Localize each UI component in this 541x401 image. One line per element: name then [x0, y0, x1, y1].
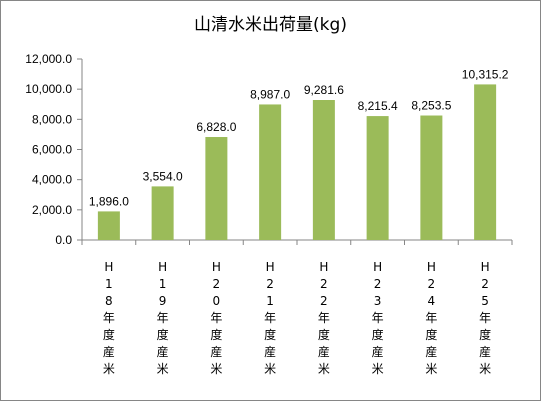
data-label: 1,896.0	[89, 194, 129, 208]
x-category-label: H 2 5 年度産米	[479, 260, 491, 376]
bar	[151, 186, 174, 240]
data-label: 8,987.0	[250, 87, 290, 101]
bar	[312, 100, 335, 240]
data-label: 8,253.5	[411, 99, 451, 113]
x-category-label: H 2 0 年度産米	[210, 260, 222, 376]
bar	[205, 137, 228, 240]
x-category-label: H 2 2 年度産米	[318, 260, 330, 376]
y-tick-label: 6,000.0	[32, 143, 72, 157]
y-tick-label: 10,000.0	[25, 82, 72, 96]
bar	[420, 115, 443, 240]
data-label: 9,281.6	[304, 83, 344, 97]
x-category-label: H 2 4 年度産米	[425, 260, 437, 376]
bar	[366, 116, 389, 240]
x-category-label: H 2 1 年度産米	[264, 260, 276, 376]
x-category-label: H 1 8 年度産米	[103, 260, 115, 376]
y-tick-label: 8,000.0	[32, 112, 72, 126]
data-label: 10,315.2	[462, 67, 509, 81]
bar	[259, 104, 282, 241]
y-tick-label: 4,000.0	[32, 173, 72, 187]
x-category-label: H 2 3 年度産米	[372, 260, 384, 376]
bar	[97, 211, 120, 240]
x-category-label: H 1 9 年度産米	[157, 260, 169, 376]
y-tick-label: 0.0	[55, 233, 72, 247]
chart-title: 山清水米出荷量(kg)	[194, 15, 347, 35]
data-label: 3,554.0	[143, 169, 183, 183]
bar	[474, 84, 497, 240]
y-tick-label: 2,000.0	[32, 203, 72, 217]
data-label: 6,828.0	[196, 120, 236, 134]
y-tick-label: 12,000.0	[25, 52, 72, 66]
data-label: 8,215.4	[358, 99, 398, 113]
